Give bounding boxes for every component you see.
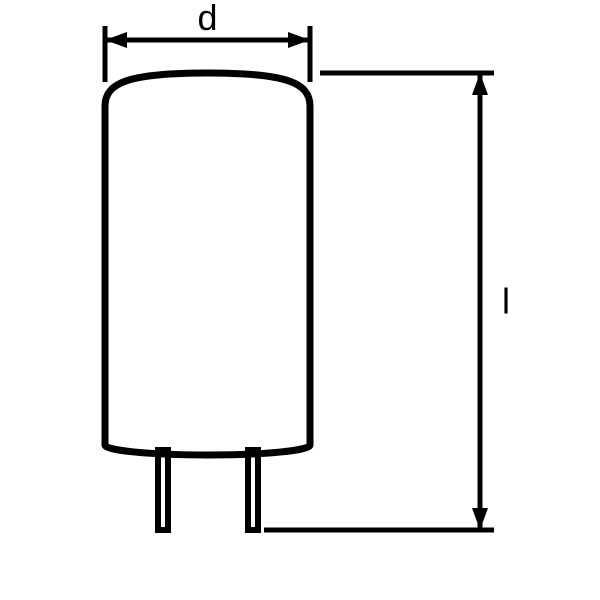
bulb-body-outline [105,73,310,455]
dim-d-label: d [197,0,217,38]
pin-left [158,450,168,530]
dim-d-arrow-left [105,32,127,48]
pin-right [248,450,258,530]
dim-l-arrow-top [472,73,488,95]
bulb-dimension-diagram: dl [0,0,600,600]
dim-d-arrow-right [288,32,310,48]
dim-l-label: l [502,281,510,322]
dim-l-arrow-bottom [472,508,488,530]
